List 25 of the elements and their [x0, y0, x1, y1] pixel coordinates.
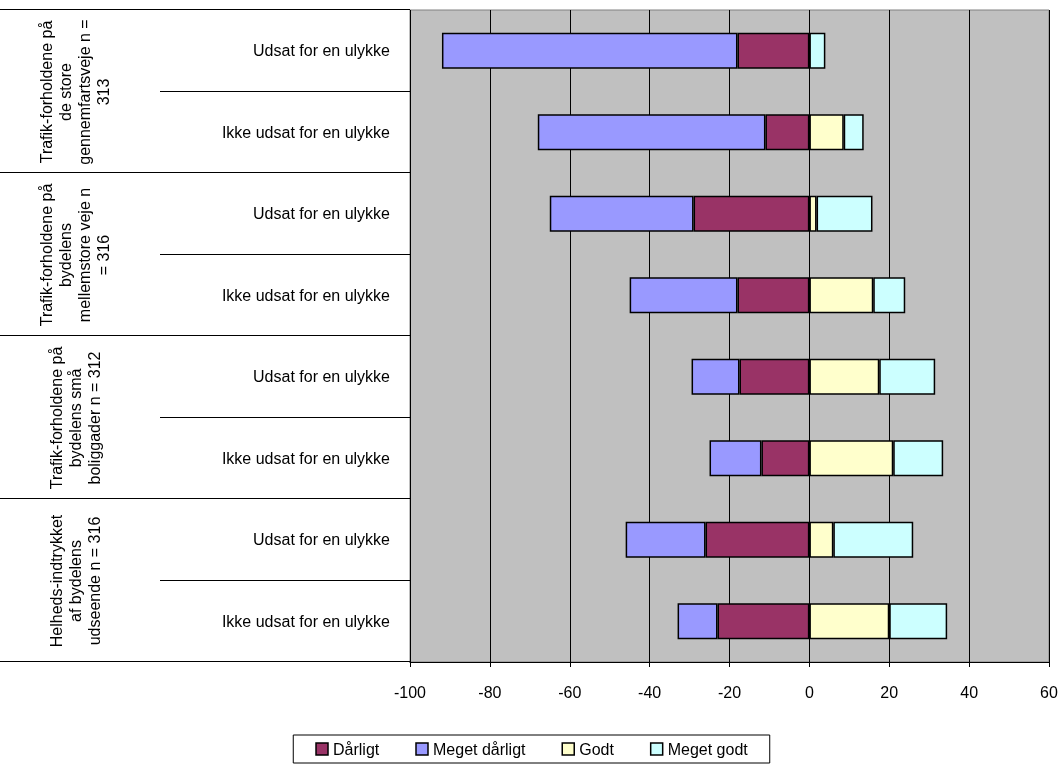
y-tick-label: Ikke udsat for en ulykke	[221, 286, 391, 304]
x-tick-label: 20	[880, 683, 899, 701]
x-tick-label: 40	[960, 683, 979, 701]
x-tick-label: -20	[717, 683, 742, 701]
legend-label: Godt	[579, 740, 615, 758]
text: Helheds-indtrykket af bydelens udseende n = 316	[46, 513, 104, 649]
text: Trafik-forholdene på bydelens små boliggader n = 312	[46, 345, 104, 491]
y-tick-label: Ikke udsat for en ulykke	[221, 123, 391, 141]
y-tick-label: Udsat for en ulykke	[253, 368, 391, 386]
text: Trafik-forholdene på bydelens mellemstore veje n = 316	[37, 182, 113, 328]
legend-label: Dårligt	[333, 740, 380, 758]
x-tick-label: 60	[1040, 683, 1058, 701]
y-tick-label: Ikke udsat for en ulykke	[221, 612, 391, 630]
x-tick-label: -80	[478, 683, 502, 701]
legend-label: Meget dårligt	[433, 740, 527, 758]
x-tick-label: -60	[558, 683, 582, 701]
text: Trafik-forholdene på de store gennemfartsveje n = 313	[37, 17, 113, 166]
legend-label: Meget godt	[667, 740, 749, 758]
y-tick-label: Udsat for en ulykke	[253, 205, 391, 223]
y-tick-label: Udsat for en ulykke	[253, 531, 391, 549]
x-tick-label: 0	[804, 683, 814, 701]
x-tick-label: -100	[393, 683, 427, 701]
y-tick-label: Udsat for en ulykke	[253, 42, 391, 60]
y-tick-label: Ikke udsat for en ulykke	[221, 449, 391, 467]
x-tick-label: -40	[638, 683, 662, 701]
